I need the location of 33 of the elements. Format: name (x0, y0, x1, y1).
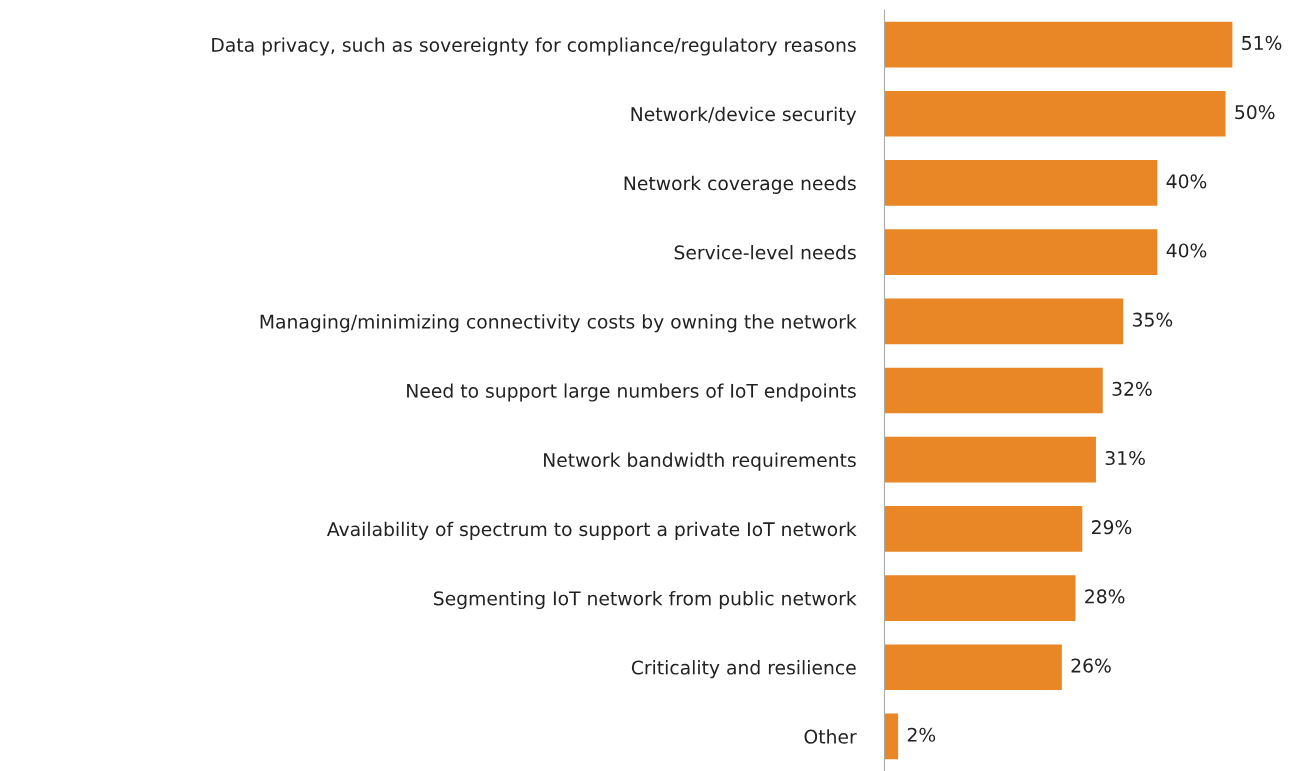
data-label: 50% (1235, 105, 1275, 120)
y-tick-label: Managing/minimizing connectivity costs by owning the network (260, 314, 857, 333)
bar (884, 160, 1158, 206)
data-label: 28% (1085, 589, 1125, 604)
bar (884, 644, 1062, 691)
data-label: 35% (1133, 312, 1173, 327)
bar (884, 90, 1226, 137)
bar (884, 367, 1103, 414)
y-tick-label: Network coverage needs (624, 175, 856, 194)
data-label: 2% (907, 727, 936, 742)
bar (884, 21, 1233, 68)
y-tick-label: Network bandwidth requirements (544, 452, 856, 471)
bar (884, 575, 1076, 621)
y-tick-label: Data privacy, such as sovereignty for compliance/regulatory reasons (212, 37, 856, 56)
y-tick-label: Service-level needs (674, 245, 856, 260)
bar (884, 713, 899, 760)
y-tick-label: Criticality and resilience (631, 660, 856, 679)
data-label: 40% (1166, 243, 1207, 258)
y-tick-label: Need to support large numbers of IoT endpoints (407, 383, 856, 402)
y-tick-label: Other (804, 729, 857, 744)
data-label: 29% (1092, 520, 1132, 535)
y-tick-label: Availability of spectrum to support a private IoT network (326, 521, 857, 540)
bar (884, 298, 1124, 345)
y-tick-label: Network/device security (631, 106, 857, 125)
bar (884, 229, 1158, 275)
data-label: 26% (1071, 658, 1111, 673)
data-label: 51% (1242, 35, 1282, 51)
data-label: 31% (1105, 450, 1145, 466)
y-tick-label: Segmenting IoT network from public network (433, 590, 857, 610)
bar (884, 506, 1083, 552)
bar (884, 436, 1096, 483)
data-label: 40% (1166, 174, 1207, 189)
data-label: 32% (1112, 381, 1152, 396)
